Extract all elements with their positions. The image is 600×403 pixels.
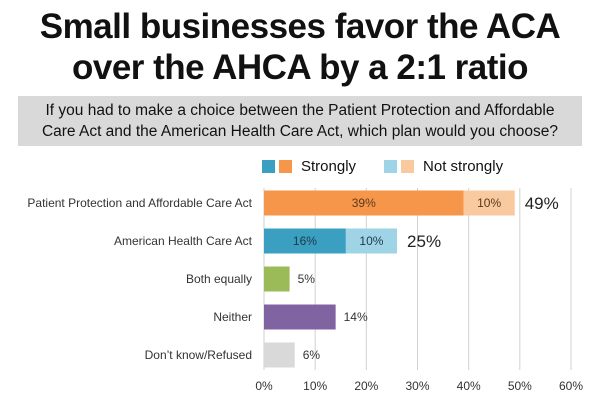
legend-swatch-aca-not	[401, 159, 415, 173]
survey-question: If you had to make a choice between the …	[18, 96, 582, 146]
data-label: 5%	[298, 272, 316, 286]
data-label: 14%	[344, 310, 368, 324]
x-tick-label: 60%	[559, 379, 583, 393]
legend-swatch-aca-strong	[279, 159, 292, 173]
bar-segment	[345, 228, 398, 254]
bar-segment	[463, 190, 515, 216]
category-label: Neither	[213, 310, 252, 324]
x-tick-label: 20%	[354, 379, 378, 393]
category-label: Both equally	[186, 272, 252, 286]
legend: Strongly Not strongly	[262, 156, 503, 176]
bar-segment	[264, 342, 295, 368]
legend-swatch-ahca-strong	[262, 159, 275, 173]
data-label: 16%	[293, 234, 317, 248]
category-label: Don’t know/Refused	[145, 348, 252, 362]
x-tick-label: 40%	[457, 379, 481, 393]
data-label: 39%	[352, 196, 376, 210]
total-label: 49%	[525, 194, 559, 213]
data-label: 10%	[477, 196, 501, 210]
bar-segment	[264, 190, 464, 216]
legend-swatch-ahca-not	[384, 159, 398, 173]
data-label: 10%	[359, 234, 383, 248]
x-tick-label: 30%	[405, 379, 429, 393]
x-tick-label: 50%	[508, 379, 532, 393]
legend-label-strongly: Strongly	[301, 157, 357, 175]
bar-segment	[264, 266, 290, 292]
x-tick-label: 0%	[255, 379, 273, 393]
chart-title: Small businesses favor the ACA over the …	[0, 6, 600, 88]
legend-item-not-strongly: Not strongly	[384, 158, 503, 175]
x-tick-label: 10%	[303, 379, 327, 393]
title-line-2: over the AHCA by a 2:1 ratio	[71, 48, 529, 87]
title-line-1: Small businesses favor the ACA	[39, 7, 561, 46]
legend-item-strongly: Strongly	[262, 158, 356, 175]
total-label: 25%	[407, 232, 441, 251]
legend-label-not-strongly: Not strongly	[423, 157, 504, 175]
bar-segment	[264, 228, 346, 254]
data-label: 6%	[303, 348, 321, 362]
category-label: American Health Care Act	[114, 234, 253, 248]
bar-segment	[264, 304, 336, 330]
category-label: Patient Protection and Affordable Care A…	[27, 196, 252, 210]
